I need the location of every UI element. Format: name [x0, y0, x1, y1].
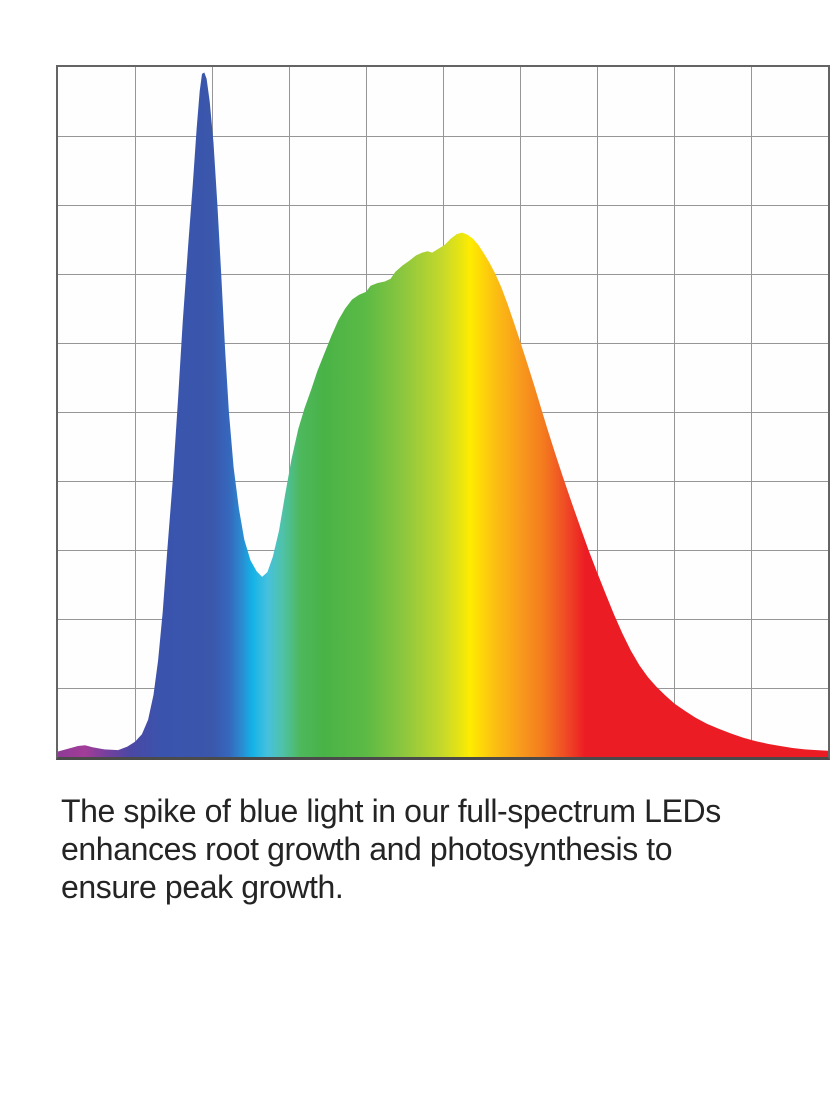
spectrum-chart	[58, 67, 828, 757]
spectrum-area	[58, 72, 828, 757]
caption: The spike of blue light in our full-spec…	[61, 792, 721, 906]
chart-frame	[56, 65, 830, 760]
caption-line-2: enhances root growth and photosynthesis …	[61, 831, 673, 867]
caption-line-3: ensure peak growth.	[61, 869, 344, 905]
caption-line-1: The spike of blue light in our full-spec…	[61, 793, 721, 829]
